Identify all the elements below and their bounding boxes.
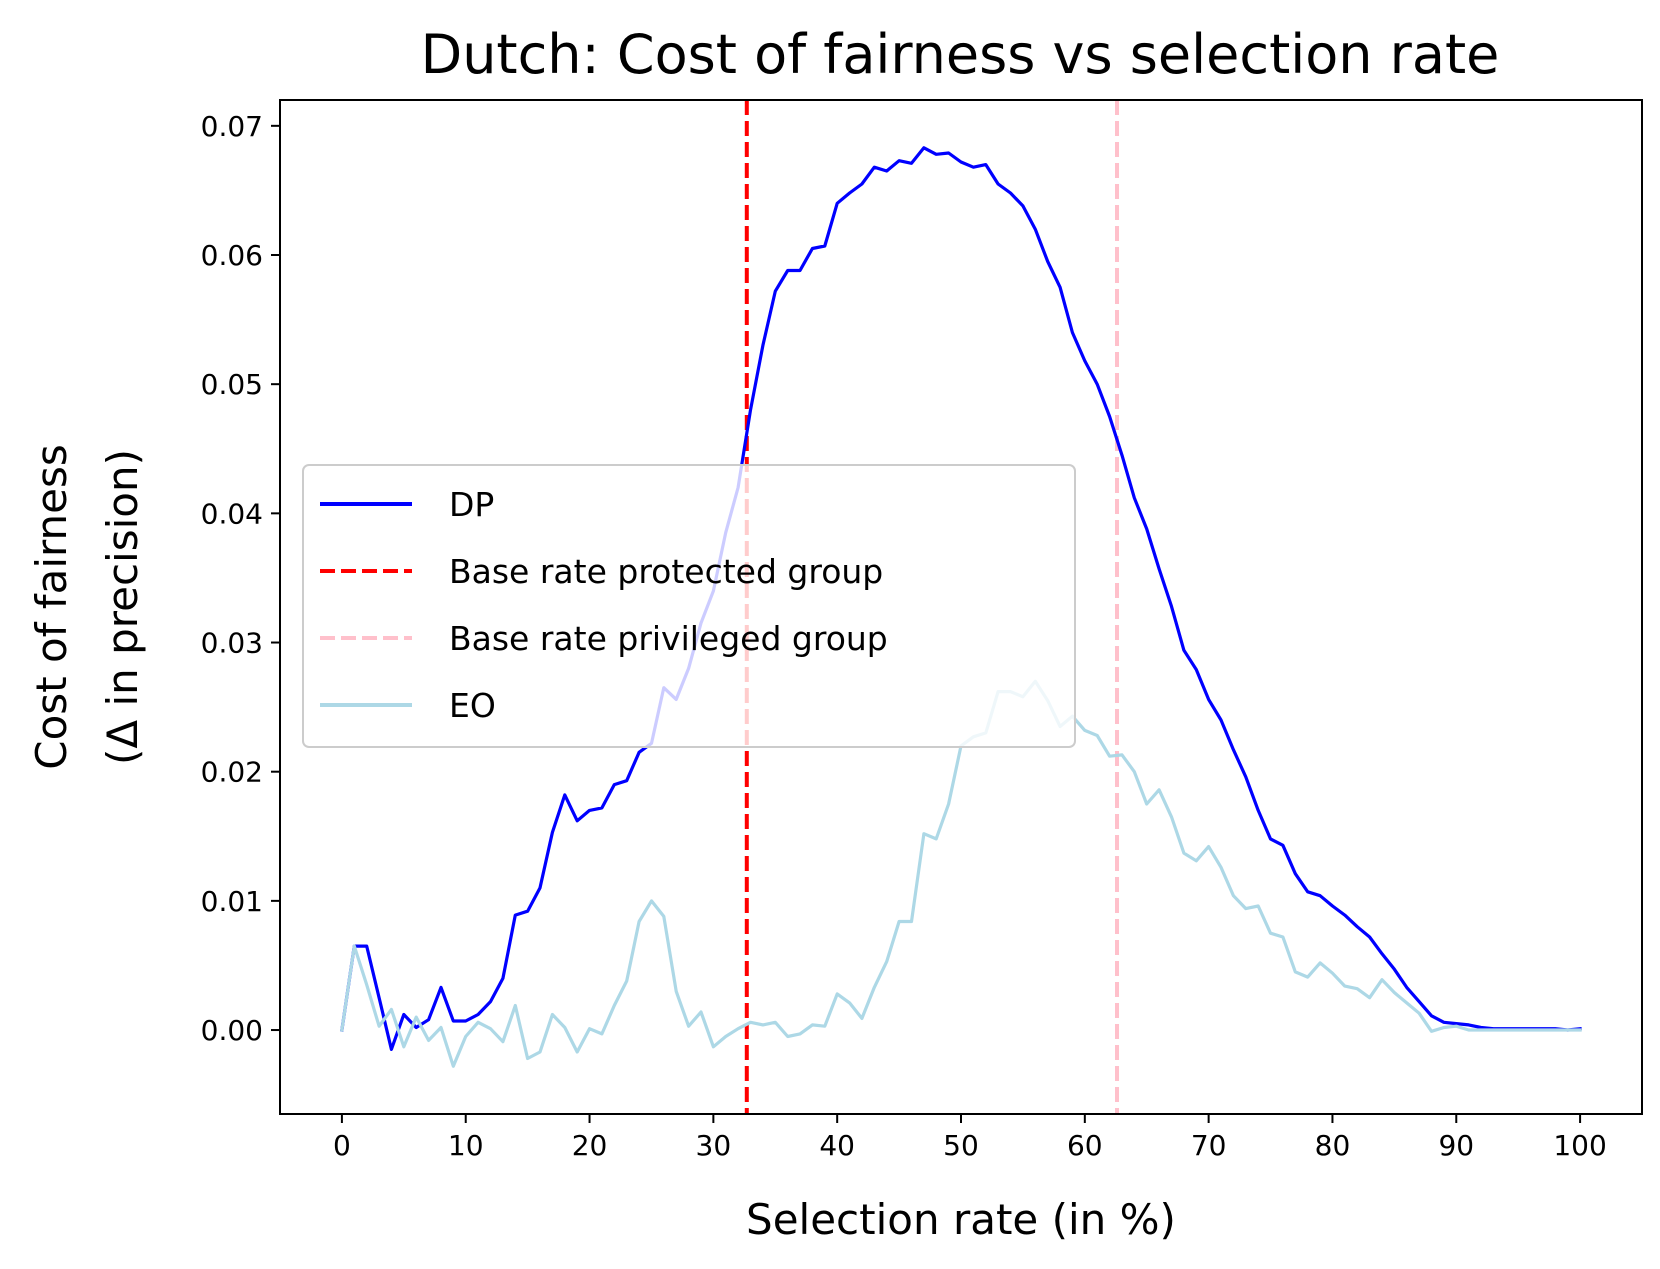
y-axis-label: Cost of fairness (Δ in precision) [27, 444, 147, 770]
x-tick-label: 20 [572, 1129, 608, 1162]
legend-label-privileged: Base rate privileged group [449, 619, 888, 658]
y-tick-label: 0.07 [201, 110, 263, 143]
legend-label-dp: DP [449, 485, 494, 524]
x-tick-label: 50 [943, 1129, 979, 1162]
x-tick-label: 70 [1191, 1129, 1227, 1162]
x-tick-label: 90 [1438, 1129, 1474, 1162]
y-tick-label: 0.01 [201, 885, 263, 918]
legend: DP Base rate protected group Base rate p… [302, 464, 1076, 748]
y-axis-label-line1: Cost of fairness [27, 444, 76, 770]
x-tick-label: 100 [1553, 1129, 1606, 1162]
x-tick-label: 10 [448, 1129, 484, 1162]
legend-label-eo: EO [449, 686, 496, 725]
y-tick-label: 0.02 [201, 756, 263, 789]
x-axis-ticks: 0 10 20 30 40 50 60 70 80 90 100 [333, 1114, 1607, 1162]
y-tick-label: 0.05 [201, 368, 263, 401]
legend-frame [302, 464, 1076, 748]
y-axis-ticks: 0.00 0.01 0.02 0.03 0.04 0.05 0.06 0.07 [201, 110, 280, 1047]
chart-title: Dutch: Cost of fairness vs selection rat… [421, 23, 1500, 86]
y-tick-label: 0.04 [201, 497, 263, 530]
x-tick-label: 0 [333, 1129, 351, 1162]
y-tick-label: 0.06 [201, 239, 263, 272]
series-line-dp [340, 146, 1582, 1052]
x-tick-label: 40 [819, 1129, 855, 1162]
x-tick-label: 30 [696, 1129, 732, 1162]
y-tick-label: 0.03 [201, 627, 263, 660]
x-axis-label: Selection rate (in %) [746, 1195, 1176, 1244]
x-tick-label: 60 [1067, 1129, 1103, 1162]
y-axis-label-line2: (Δ in precision) [98, 449, 147, 765]
legend-label-protected: Base rate protected group [449, 552, 883, 591]
x-tick-label: 80 [1315, 1129, 1351, 1162]
y-tick-label: 0.00 [201, 1014, 263, 1047]
